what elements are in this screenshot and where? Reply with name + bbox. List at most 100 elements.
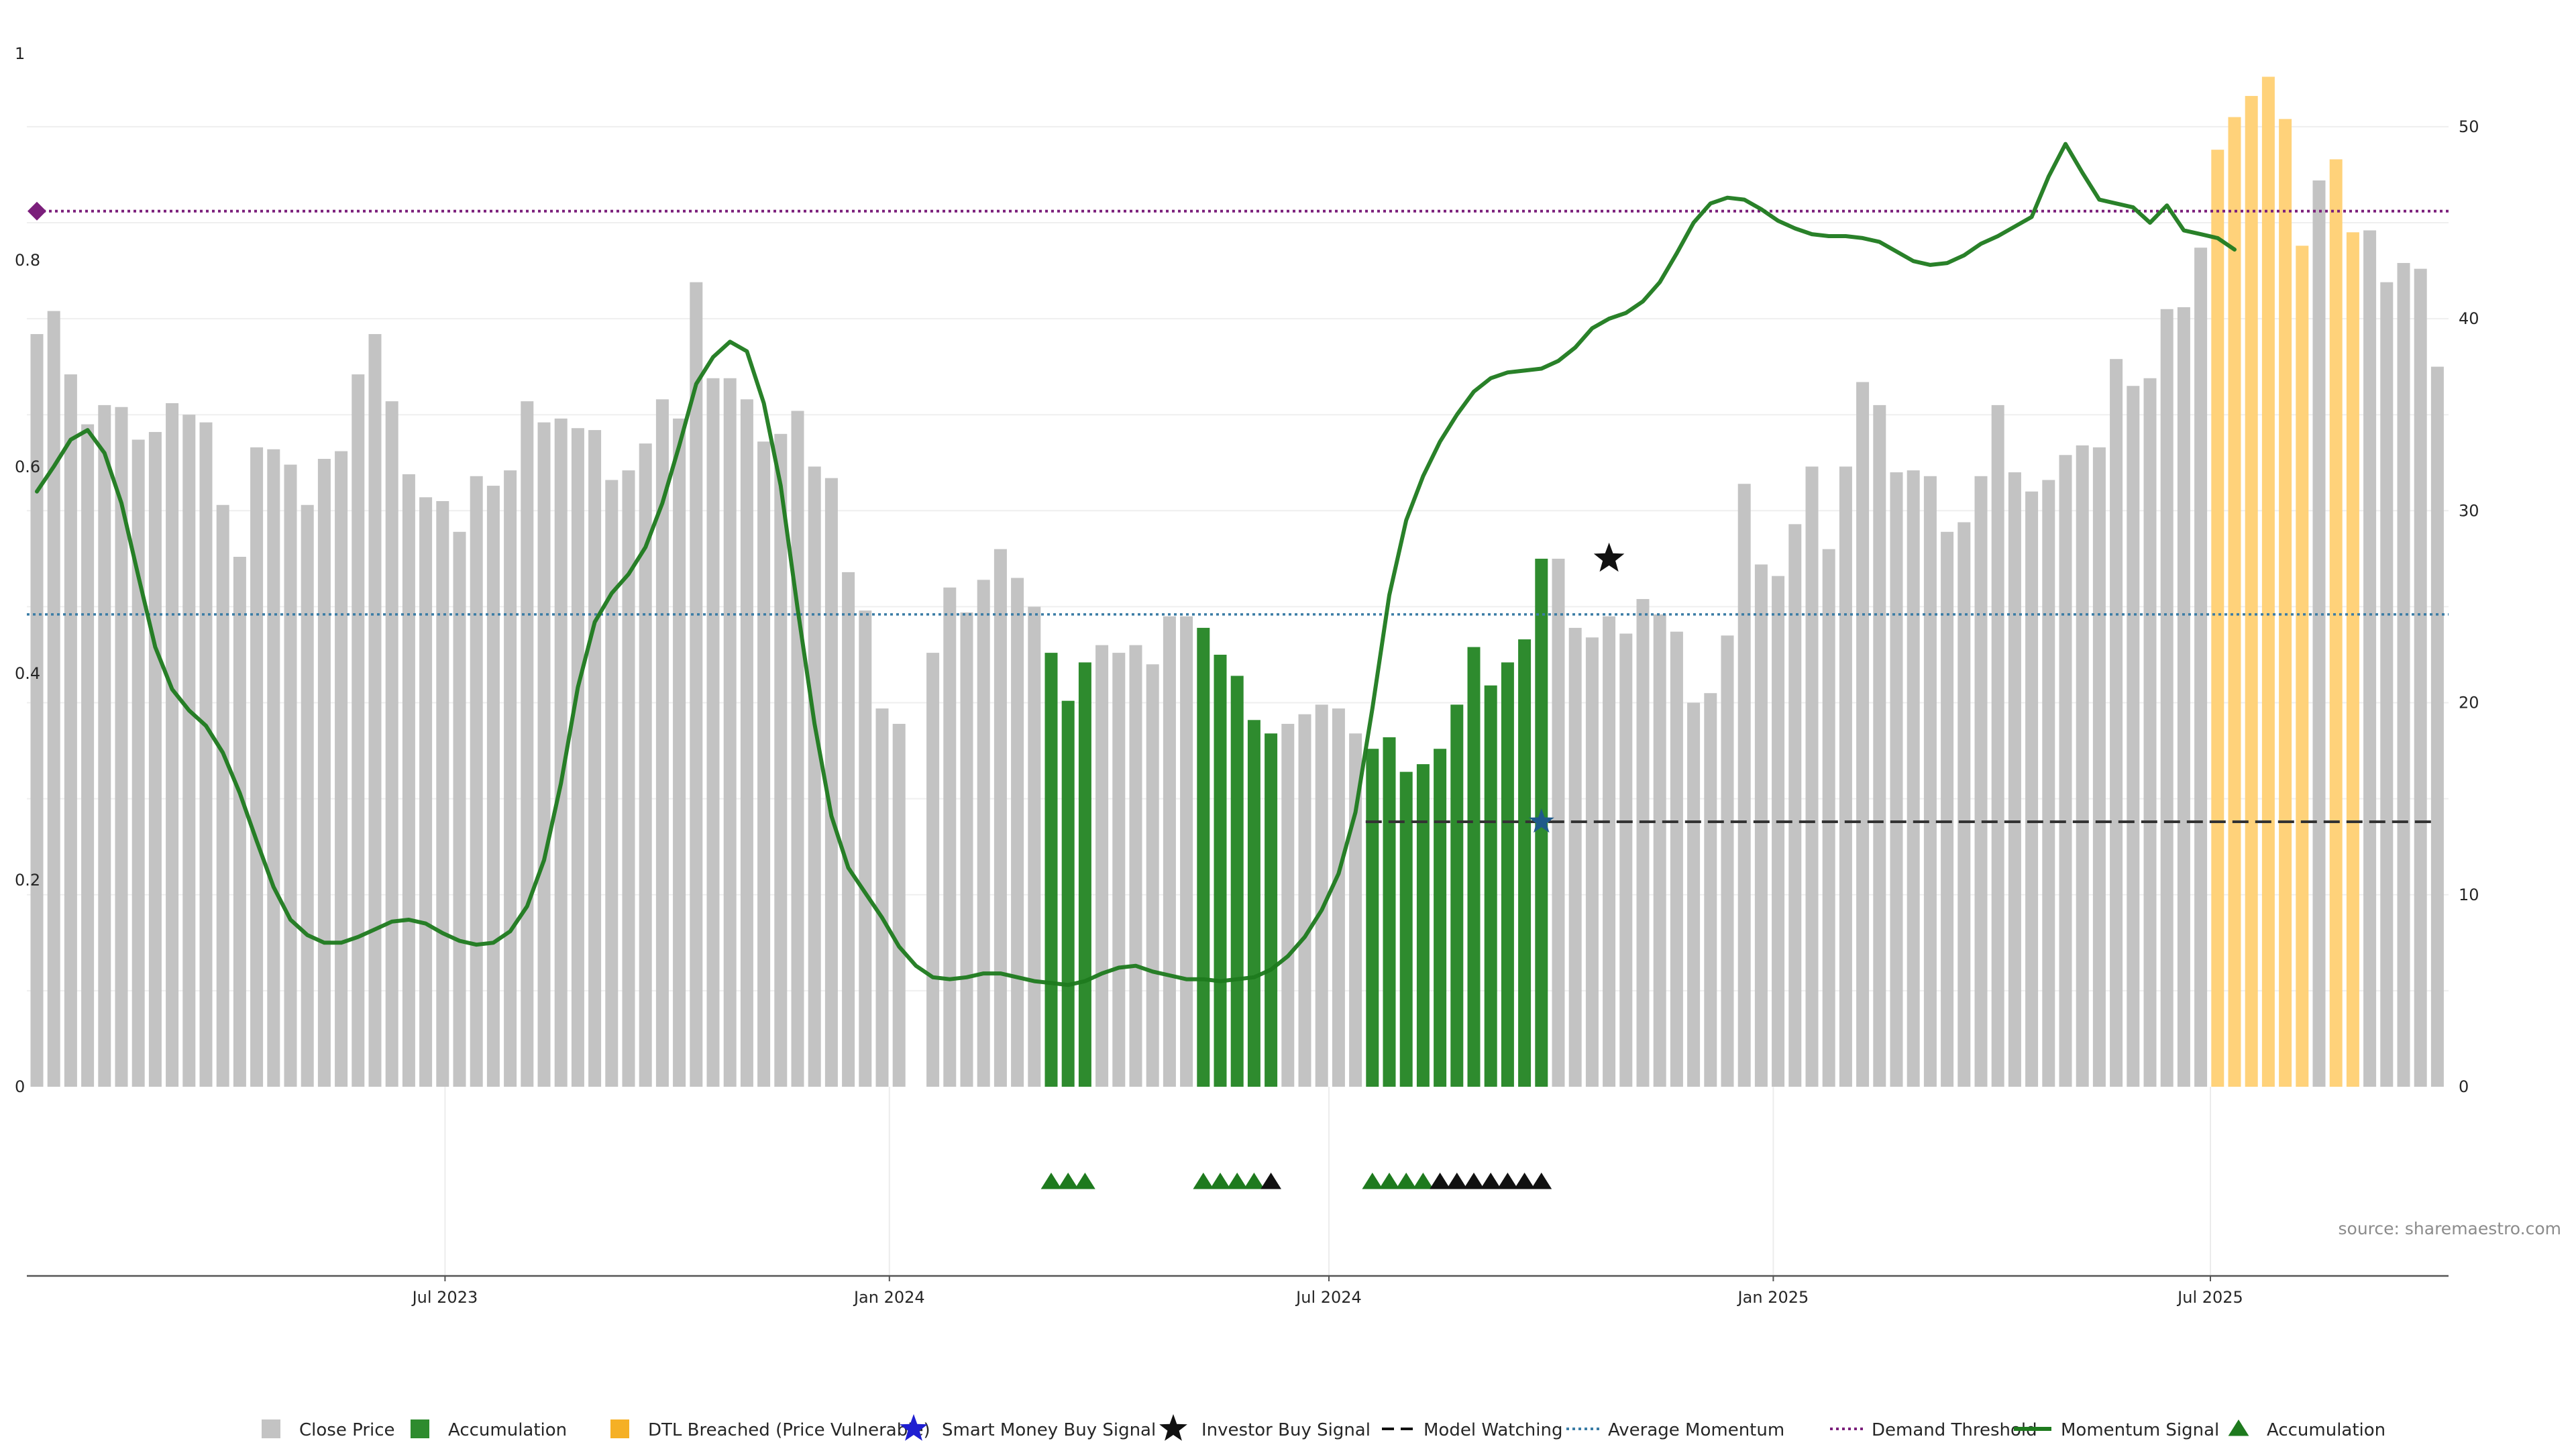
close-price-bar	[1721, 635, 1734, 1087]
close-price-bar	[1619, 633, 1633, 1087]
right-tick-label: 30	[2459, 501, 2479, 520]
legend-label: Model Watching	[1424, 1420, 1562, 1440]
close-price-bar	[1957, 522, 1971, 1087]
right-tick-label: 0	[2459, 1077, 2469, 1096]
close-price-bar	[655, 399, 669, 1087]
close-price-bar	[233, 557, 246, 1087]
legend-item: DTL Breached (Price Vulnerable)	[610, 1419, 930, 1440]
investor-triangle	[1260, 1173, 1281, 1189]
close-price-bar	[2092, 447, 2106, 1087]
close-price-bar	[2312, 180, 2326, 1087]
close-price-bar	[166, 403, 179, 1087]
close-price-bar	[352, 374, 365, 1087]
left-tick-label: 0.4	[15, 664, 40, 683]
dtl-breached-bar	[2329, 159, 2343, 1087]
smart-money-buy-star	[1528, 808, 1554, 833]
accumulation-markers	[1040, 1173, 1552, 1189]
close-price-bar	[1011, 578, 1024, 1087]
close-price-bar	[943, 587, 957, 1087]
right-tick-label: 10	[2459, 885, 2479, 904]
close-price-bar	[2025, 491, 2039, 1087]
close-price-bar	[131, 439, 145, 1087]
close-price-bar	[2177, 307, 2190, 1087]
close-price-bar	[2414, 268, 2427, 1087]
legend-label: DTL Breached (Price Vulnerable)	[648, 1420, 930, 1440]
accumulation-bar	[1044, 653, 1058, 1087]
close-price-bar	[994, 549, 1007, 1087]
close-price-bar	[673, 418, 686, 1087]
close-price-bar	[1890, 472, 1903, 1087]
close-price-bar	[2430, 366, 2444, 1087]
close-price-bar	[1129, 645, 1142, 1087]
legend-item: Accumulation	[411, 1419, 567, 1440]
close-price-bar	[1281, 724, 1295, 1087]
close-price-bar	[1856, 382, 1870, 1087]
accumulation-triangle	[1226, 1173, 1248, 1189]
accumulation-triangle	[1379, 1173, 1400, 1189]
close-price-bar	[2397, 263, 2410, 1087]
legend-item: Accumulation	[2228, 1419, 2385, 1440]
accumulation-bar	[1061, 700, 1075, 1087]
accumulation-triangle	[1057, 1173, 1079, 1189]
close-price-bar	[808, 466, 821, 1087]
legend-item: Average Momentum	[1566, 1420, 1784, 1440]
close-price-bar	[453, 531, 466, 1087]
close-price-bar	[1180, 616, 1193, 1087]
close-price-bar	[1332, 708, 1345, 1087]
close-price-bar	[1653, 614, 1666, 1087]
left-tick-label: 1	[15, 44, 25, 63]
accumulation-bar	[1484, 685, 1497, 1087]
x-tick-label: Jan 2024	[853, 1288, 925, 1307]
close-price-bar	[977, 580, 990, 1087]
close-price-bar	[504, 470, 517, 1087]
close-price-bar	[267, 449, 280, 1087]
investor-triangle	[1463, 1173, 1485, 1189]
legend-swatch	[411, 1419, 429, 1438]
close-price-bar	[926, 653, 940, 1087]
close-price-bar	[115, 407, 128, 1087]
accumulation-triangle	[1075, 1173, 1095, 1189]
legend-item: Investor Buy Signal	[1159, 1414, 1371, 1441]
legend-label: Investor Buy Signal	[1201, 1420, 1371, 1440]
investor-triangle	[1531, 1173, 1552, 1189]
close-price-bar	[47, 311, 60, 1087]
demand-threshold-diamond	[28, 201, 46, 221]
close-price-bar	[1772, 576, 1785, 1087]
close-price-bar	[1298, 714, 1311, 1087]
left-tick-label: 0.6	[15, 458, 40, 476]
accumulation-triangle	[1193, 1173, 1214, 1189]
x-tick-label: Jan 2025	[1737, 1288, 1809, 1307]
accumulation-bar	[1450, 704, 1464, 1087]
close-price-bar	[706, 378, 720, 1087]
accumulation-bar	[1265, 733, 1278, 1087]
close-price-bar	[791, 411, 804, 1087]
close-price-bar	[284, 464, 297, 1087]
close-price-bar	[1568, 627, 1582, 1087]
close-price-bar	[2380, 282, 2394, 1087]
accumulation-bar	[1247, 720, 1260, 1087]
investor-triangle	[1446, 1173, 1468, 1189]
left-tick-label: 0.8	[15, 251, 40, 270]
close-price-bar	[385, 401, 398, 1087]
close-price-bar	[1670, 631, 1683, 1087]
investor-triangle	[1514, 1173, 1535, 1189]
x-tick-label: Jul 2023	[411, 1288, 478, 1307]
close-price-bar	[1112, 653, 1126, 1087]
accumulation-bar	[1399, 771, 1413, 1087]
close-price-bar	[486, 486, 500, 1087]
legend-label: Smart Money Buy Signal	[942, 1420, 1156, 1440]
close-price-bar	[2110, 359, 2123, 1087]
close-price-bar	[1923, 476, 1937, 1087]
close-price-bar	[1315, 704, 1328, 1087]
left-tick-label: 0.2	[15, 871, 40, 890]
close-price-bar	[1941, 531, 1954, 1087]
investor-triangle	[1497, 1173, 1518, 1189]
close-price-bar	[960, 612, 973, 1087]
legend-triangle-icon	[2228, 1419, 2249, 1436]
close-price-bar	[2160, 309, 2174, 1087]
legend-label: Demand Threshold	[1872, 1420, 2037, 1440]
right-tick-label: 20	[2459, 694, 2479, 712]
dtl-breached-bar	[2211, 150, 2224, 1087]
close-price-bar	[199, 422, 213, 1087]
